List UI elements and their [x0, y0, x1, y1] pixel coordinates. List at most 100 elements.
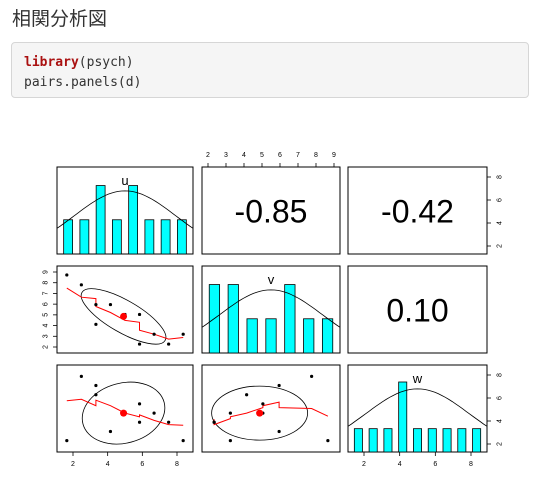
histogram-bar-v	[322, 319, 332, 353]
mean-point-w-v	[256, 410, 263, 417]
variable-name-w: w	[412, 371, 423, 386]
correlation-label-u-v: -0.85	[235, 194, 308, 230]
tick-label-left: 6	[43, 302, 50, 306]
histogram-bar-v	[285, 285, 295, 353]
histogram-bar-u	[129, 186, 138, 254]
tick-label-bottom: 6	[140, 461, 144, 468]
tick-label-bottom: 8	[175, 461, 179, 468]
tick-label-top: 9	[332, 152, 336, 159]
data-point	[167, 421, 170, 424]
histogram-bar-v	[266, 319, 276, 353]
data-point	[80, 375, 83, 378]
data-point	[182, 333, 185, 336]
histogram-bar-v	[228, 285, 238, 353]
tick-label-left: 5	[43, 313, 50, 317]
data-point	[138, 421, 141, 424]
tick-label-left: 2	[43, 345, 50, 349]
data-point	[109, 303, 112, 306]
code-argument: (psych)	[79, 55, 134, 70]
mean-point-w-u	[120, 410, 127, 417]
data-point	[167, 342, 170, 345]
data-point	[229, 411, 232, 414]
tick-label-right: 8	[497, 175, 504, 179]
data-point	[109, 430, 112, 433]
data-point	[65, 273, 68, 276]
data-point	[94, 393, 97, 396]
code-function-name: library	[24, 55, 79, 70]
tick-label-right: 6	[497, 198, 504, 202]
histogram-bar-w	[473, 429, 481, 452]
histogram-bar-u	[145, 220, 154, 254]
code-block: library(psych) pairs.panels(d)	[11, 42, 529, 98]
data-point	[80, 283, 83, 286]
tick-label-right: 4	[497, 419, 504, 423]
data-point	[152, 411, 155, 414]
tick-label-top: 7	[296, 152, 300, 159]
variable-name-u: u	[121, 173, 128, 188]
tick-label-bottom: 2	[71, 461, 75, 468]
histogram-bar-w	[443, 429, 451, 452]
tick-label-right: 4	[497, 221, 504, 225]
correlation-label-u-w: -0.42	[381, 194, 454, 230]
data-point	[326, 439, 329, 442]
tick-label-top: 3	[224, 152, 228, 159]
data-point	[94, 323, 97, 326]
tick-label-left: 4	[43, 324, 50, 328]
tick-label-bottom: 6	[433, 461, 437, 468]
tick-label-bottom: 8	[469, 461, 473, 468]
histogram-bar-w	[384, 429, 392, 452]
histogram-bar-w	[354, 429, 362, 452]
histogram-bar-v	[247, 319, 257, 353]
tick-label-left: 8	[43, 281, 50, 285]
data-point	[310, 375, 313, 378]
tick-label-bottom: 4	[106, 461, 110, 468]
tick-label-bottom: 2	[362, 461, 366, 468]
histogram-bar-v	[304, 319, 314, 353]
histogram-bar-w	[428, 429, 436, 452]
data-point	[94, 384, 97, 387]
tick-label-top: 5	[260, 152, 264, 159]
tick-label-left: 3	[43, 334, 50, 338]
data-point	[65, 439, 68, 442]
tick-label-bottom: 4	[398, 461, 402, 468]
plot-background	[11, 121, 529, 482]
histogram-bar-u	[177, 220, 186, 254]
tick-label-right: 2	[497, 244, 504, 248]
tick-label-left: 9	[43, 270, 50, 274]
histogram-bar-w	[369, 429, 377, 452]
page-title: 相関分析図	[12, 4, 107, 31]
data-point	[138, 313, 141, 316]
tick-label-right: 2	[497, 442, 504, 446]
correlation-label-v-w: 0.10	[386, 293, 448, 329]
data-point	[278, 430, 281, 433]
tick-label-right: 6	[497, 396, 504, 400]
variable-name-v: v	[268, 272, 275, 287]
tick-label-top: 8	[314, 152, 318, 159]
tick-label-top: 6	[278, 152, 282, 159]
tick-label-top: 4	[242, 152, 246, 159]
pairs-panels-plot: u v w -0.85 -0.42 0.10 2 3 4 5 6 7 8 9 2 3 4 5 6 7 8 9 2 4 6 8 2 4 6…	[11, 121, 529, 482]
data-point	[182, 439, 185, 442]
data-point	[229, 439, 232, 442]
data-point	[94, 303, 97, 306]
histogram-bar-u	[112, 220, 121, 254]
data-point	[245, 393, 248, 396]
tick-label-left: 7	[43, 291, 50, 295]
histogram-bar-u	[64, 220, 73, 254]
data-point	[138, 342, 141, 345]
code-line-1: library(psych)	[24, 55, 134, 70]
data-point	[213, 421, 216, 424]
histogram-bar-u	[161, 220, 170, 254]
tick-label-right: 8	[497, 373, 504, 377]
data-point	[152, 333, 155, 336]
data-point	[138, 402, 141, 405]
histogram-bar-u	[80, 220, 89, 254]
tick-label-top: 2	[206, 152, 210, 159]
plot-output: u v w -0.85 -0.42 0.10 2 3 4 5 6 7 8 9 2 3 4 5 6 7 8 9 2 4 6 8 2 4 6…	[11, 121, 529, 482]
histogram-bar-w	[413, 429, 421, 452]
histogram-bar-w	[458, 429, 466, 452]
data-point	[261, 402, 264, 405]
mean-point-v-u	[120, 313, 127, 320]
code-line-2: pairs.panels(d)	[24, 75, 141, 90]
data-point	[278, 384, 281, 387]
